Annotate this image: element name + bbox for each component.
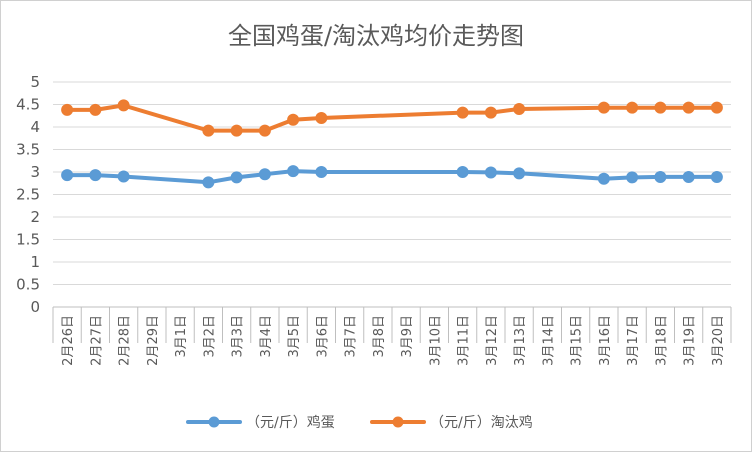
- x-tick-label: 3月16日: [598, 315, 613, 366]
- x-tick-label: 3月8日: [372, 315, 387, 358]
- data-point: [89, 169, 102, 182]
- data-point: [315, 166, 328, 178]
- y-tick-label: 5: [30, 73, 40, 91]
- x-tick-label: 2月28日: [118, 315, 133, 366]
- data-point: [61, 169, 74, 182]
- x-tick-label: 3月4日: [259, 315, 274, 358]
- data-point: [202, 176, 215, 189]
- data-point: [626, 101, 639, 114]
- x-tick-label: 3月20日: [711, 315, 726, 366]
- data-point: [484, 166, 497, 179]
- data-point: [710, 101, 723, 114]
- data-point: [61, 103, 74, 116]
- data-point: [710, 170, 723, 183]
- x-tick-label: 3月10日: [428, 315, 443, 366]
- y-tick-label: 3.5: [16, 141, 40, 159]
- y-tick-label: 4.5: [16, 96, 40, 114]
- y-tick-label: 3: [30, 163, 40, 181]
- y-axis: 0 0.5 1 1.5 2 2.5 3 3.5 4 4.5 5: [16, 73, 40, 316]
- legend-label: （元/斤）鸡蛋: [246, 414, 335, 431]
- x-tick-label: 3月14日: [541, 315, 556, 366]
- data-point: [682, 101, 695, 114]
- legend-swatch-marker: [208, 416, 220, 428]
- data-point: [597, 101, 610, 114]
- data-point: [230, 171, 243, 184]
- series-line-0: [65, 169, 719, 185]
- data-point: [597, 172, 610, 185]
- x-tick-label: 3月7日: [344, 315, 359, 358]
- data-point: [230, 124, 243, 137]
- data-point: [117, 170, 130, 183]
- x-tick-label: 3月11日: [457, 315, 472, 366]
- x-tick-label: 3月18日: [654, 315, 669, 366]
- x-tick-label: 3月17日: [626, 315, 641, 366]
- x-tick-label: 3月19日: [683, 315, 698, 366]
- y-tick-label: 4: [30, 118, 40, 136]
- data-point: [287, 113, 300, 126]
- series-line-1: [65, 103, 719, 133]
- y-tick-label: 2: [30, 208, 40, 226]
- x-tick-label: 3月6日: [315, 315, 330, 358]
- y-tick-label: 0.5: [16, 276, 40, 294]
- data-point: [258, 124, 271, 137]
- x-tick-label: 3月9日: [400, 315, 415, 358]
- legend: （元/斤）鸡蛋 （元/斤）淘汰鸡: [186, 414, 533, 431]
- x-tick-label: 3月13日: [513, 315, 528, 366]
- data-point: [287, 165, 300, 178]
- legend-swatch-marker: [392, 416, 404, 428]
- data-point: [456, 166, 469, 178]
- data-point: [654, 170, 667, 183]
- data-point: [484, 106, 497, 119]
- x-tick-label: 3月5日: [287, 315, 302, 358]
- data-point: [513, 167, 526, 180]
- data-point: [258, 168, 271, 181]
- x-tick-label: 2月29日: [146, 315, 161, 366]
- data-point: [682, 170, 695, 183]
- data-point: [456, 106, 469, 119]
- data-point: [315, 112, 328, 124]
- x-tick-label: 3月12日: [485, 315, 500, 366]
- x-tick-label: 3月15日: [570, 315, 585, 366]
- x-tick-label: 3月2日: [202, 315, 217, 358]
- x-tick-label: 3月3日: [231, 315, 246, 358]
- data-point: [117, 99, 130, 112]
- y-tick-label: 2.5: [16, 186, 40, 204]
- x-tick-label: 3月1日: [174, 315, 189, 358]
- y-tick-label: 0: [30, 298, 40, 316]
- y-tick-label: 1: [30, 253, 40, 271]
- series-layer: [61, 99, 723, 189]
- y-tick-label: 1.5: [16, 231, 40, 249]
- data-point: [513, 103, 526, 115]
- data-point: [654, 101, 667, 114]
- x-axis: 2月26日 2月27日 2月28日 2月29日 3月1日 3月2日 3月3日 3月4日 3月5日…: [52, 306, 732, 366]
- x-tick-label: 2月27日: [89, 315, 104, 366]
- legend-label: （元/斤）淘汰鸡: [430, 414, 533, 431]
- chart-title: 全国鸡蛋/淘汰鸡均价走势图: [228, 22, 524, 50]
- data-point: [89, 103, 102, 116]
- data-point: [626, 171, 639, 184]
- x-tick-label: 2月26日: [61, 315, 76, 366]
- data-point: [202, 124, 215, 137]
